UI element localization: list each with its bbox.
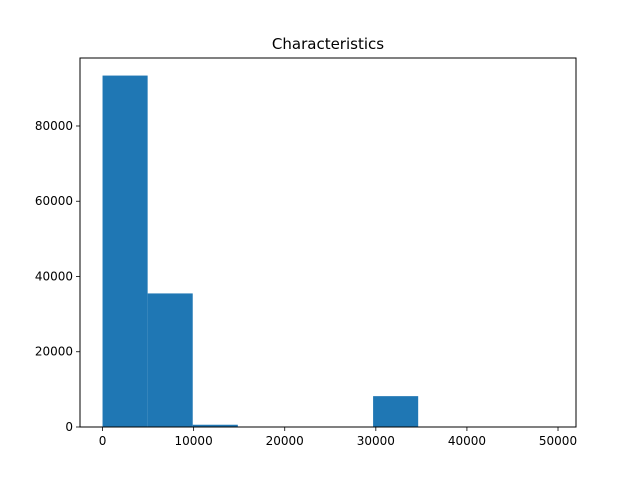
x-tick-label: 30000	[357, 434, 395, 448]
plot-frame	[79, 57, 577, 428]
chart-title: Characteristics	[272, 35, 384, 53]
histogram-bar-2	[192, 424, 238, 427]
y-tick-label: 60000	[35, 194, 73, 208]
x-axis: 0 10000 20000 30000 40000 50000	[99, 427, 577, 448]
x-tick-label: 0	[99, 434, 107, 448]
y-tick-label: 40000	[35, 269, 73, 283]
histogram-bar-1	[147, 293, 193, 427]
y-tick-label: 20000	[35, 345, 73, 359]
y-tick-label: 0	[65, 420, 73, 434]
y-axis: 0 20000 40000 60000 80000	[35, 119, 80, 434]
x-tick-label: 50000	[539, 434, 577, 448]
bars-group	[102, 75, 419, 428]
x-tick-label: 40000	[448, 434, 486, 448]
y-tick-label: 80000	[35, 119, 73, 133]
x-tick-label: 20000	[266, 434, 304, 448]
x-tick-label: 10000	[175, 434, 213, 448]
histogram-bar-6	[373, 396, 419, 427]
histogram-bar-0	[102, 75, 148, 428]
